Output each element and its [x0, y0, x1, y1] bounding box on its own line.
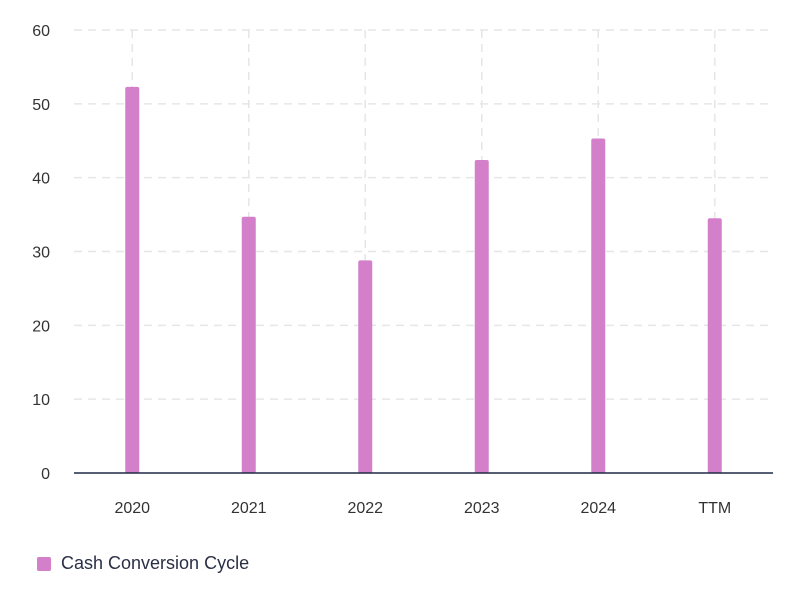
- y-tick-label: 30: [32, 245, 50, 262]
- bar-2022[interactable]: [358, 260, 373, 473]
- bar-2024[interactable]: [591, 138, 606, 473]
- legend: Cash Conversion Cycle: [37, 553, 249, 574]
- bar-series: [125, 86, 722, 474]
- x-tick-label: TTM: [698, 500, 731, 517]
- y-tick-label: 0: [41, 466, 50, 483]
- y-tick-label: 10: [32, 392, 50, 409]
- y-tick-label: 40: [32, 171, 50, 188]
- bar-ttm[interactable]: [707, 218, 722, 473]
- legend-swatch: [37, 556, 51, 571]
- x-axis: 2020 2021 2022 2023 2024 TTM: [114, 500, 731, 517]
- x-tick-label: 2024: [580, 500, 616, 517]
- bar-2020[interactable]: [125, 86, 140, 473]
- bar-2023[interactable]: [474, 159, 489, 474]
- bar-2021[interactable]: [241, 216, 256, 473]
- y-tick-label: 50: [32, 97, 50, 114]
- x-tick-label: 2022: [347, 500, 383, 517]
- legend-label: Cash Conversion Cycle: [61, 553, 250, 573]
- y-tick-label: 60: [32, 23, 50, 40]
- y-axis: 0 10 20 30 40 50 60: [32, 23, 50, 483]
- x-tick-label: 2021: [231, 500, 267, 517]
- grid-lines: [74, 29, 773, 473]
- y-tick-label: 20: [32, 318, 50, 335]
- x-tick-label: 2023: [464, 500, 500, 517]
- x-tick-label: 2020: [114, 500, 150, 517]
